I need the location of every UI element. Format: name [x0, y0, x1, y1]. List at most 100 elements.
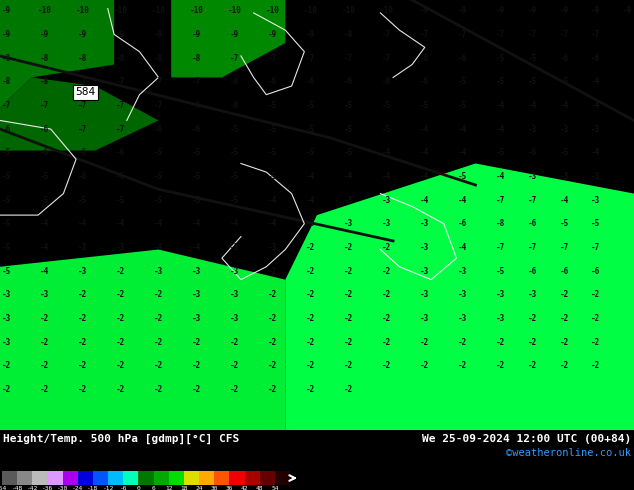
Text: -9: -9	[592, 6, 600, 15]
Text: -5: -5	[230, 124, 239, 134]
Text: -4: -4	[458, 243, 467, 252]
Bar	[2, 471, 17, 485]
Text: -2: -2	[78, 361, 87, 370]
Text: -6: -6	[592, 53, 600, 63]
Text: -4: -4	[192, 243, 201, 252]
Text: -3: -3	[192, 290, 201, 299]
Text: -48: -48	[11, 486, 23, 490]
Text: -2: -2	[116, 314, 125, 323]
Text: 18: 18	[180, 486, 188, 490]
Text: -2: -2	[40, 385, 49, 394]
Text: -2: -2	[592, 338, 600, 346]
Text: -7: -7	[420, 30, 429, 39]
Text: -9: -9	[40, 30, 49, 39]
Text: -6: -6	[382, 77, 391, 86]
Text: ©weatheronline.co.uk: ©weatheronline.co.uk	[506, 448, 631, 458]
Text: -2: -2	[344, 385, 353, 394]
Text: -2: -2	[116, 290, 125, 299]
Text: -9: -9	[306, 30, 315, 39]
Text: -7: -7	[382, 30, 391, 39]
Text: -4: -4	[382, 148, 391, 157]
Text: -7: -7	[2, 101, 11, 110]
Text: -7: -7	[592, 243, 600, 252]
Text: -3: -3	[2, 314, 11, 323]
Bar	[108, 471, 123, 485]
Text: -12: -12	[103, 486, 113, 490]
Text: -5: -5	[268, 101, 277, 110]
Text: -3: -3	[382, 219, 391, 228]
Text: -10: -10	[113, 6, 127, 15]
Text: -2: -2	[344, 243, 353, 252]
Text: -4: -4	[40, 267, 49, 275]
Text: -7: -7	[496, 30, 505, 39]
Text: 48: 48	[256, 486, 264, 490]
Text: 24: 24	[195, 486, 203, 490]
Bar	[260, 471, 275, 485]
Text: -10: -10	[152, 6, 165, 15]
Text: -2: -2	[40, 314, 49, 323]
Text: -4: -4	[528, 101, 537, 110]
Text: -5: -5	[230, 148, 239, 157]
Text: -6: -6	[230, 101, 239, 110]
Bar	[275, 471, 290, 485]
Text: -6: -6	[268, 77, 277, 86]
Text: -2: -2	[458, 338, 467, 346]
Text: -4: -4	[592, 101, 600, 110]
Text: -18: -18	[87, 486, 98, 490]
Text: 6: 6	[152, 486, 155, 490]
Text: -36: -36	[42, 486, 53, 490]
Text: -2: -2	[560, 338, 569, 346]
Text: -3: -3	[420, 219, 429, 228]
Text: -4: -4	[458, 196, 467, 204]
Text: -6: -6	[458, 53, 467, 63]
Text: -2: -2	[344, 361, 353, 370]
Text: -3: -3	[496, 290, 505, 299]
Text: -2: -2	[192, 338, 201, 346]
Text: -3: -3	[306, 219, 315, 228]
Text: -2: -2	[40, 338, 49, 346]
Text: -3: -3	[420, 314, 429, 323]
Text: -2: -2	[420, 338, 429, 346]
Text: -7: -7	[192, 77, 201, 86]
Text: -5: -5	[154, 172, 163, 181]
Text: -3: -3	[528, 124, 537, 134]
Text: -2: -2	[382, 267, 391, 275]
Text: -6: -6	[116, 172, 125, 181]
Text: -9: -9	[116, 30, 125, 39]
Bar	[184, 471, 199, 485]
Text: -7: -7	[592, 30, 600, 39]
Text: -8: -8	[116, 53, 125, 63]
Text: -4: -4	[306, 172, 315, 181]
Text: -5: -5	[2, 243, 11, 252]
Text: -9: -9	[2, 6, 11, 15]
Text: -7: -7	[496, 196, 505, 204]
Text: 36: 36	[226, 486, 233, 490]
Bar	[153, 471, 169, 485]
Text: -2: -2	[306, 385, 315, 394]
Text: -4: -4	[268, 196, 277, 204]
Text: -3: -3	[458, 267, 467, 275]
Text: -8: -8	[2, 77, 11, 86]
Text: -2: -2	[230, 338, 239, 346]
Text: -4: -4	[420, 124, 429, 134]
Text: -3: -3	[2, 338, 11, 346]
Bar	[32, 471, 48, 485]
Text: -3: -3	[116, 243, 125, 252]
Text: -6: -6	[528, 267, 537, 275]
Text: -2: -2	[154, 361, 163, 370]
Text: -2: -2	[382, 338, 391, 346]
Text: -3: -3	[230, 243, 239, 252]
Text: -8: -8	[40, 53, 49, 63]
Text: -3: -3	[344, 196, 353, 204]
Text: -5: -5	[560, 219, 569, 228]
Text: -7: -7	[154, 77, 163, 86]
Text: -6: -6	[306, 77, 315, 86]
Text: -8: -8	[496, 219, 505, 228]
Text: -2: -2	[230, 361, 239, 370]
Text: -5: -5	[2, 196, 11, 204]
Text: -7: -7	[528, 30, 537, 39]
Text: -2: -2	[78, 290, 87, 299]
Text: -2: -2	[2, 361, 11, 370]
Text: -5: -5	[268, 172, 277, 181]
Text: -5: -5	[192, 148, 201, 157]
